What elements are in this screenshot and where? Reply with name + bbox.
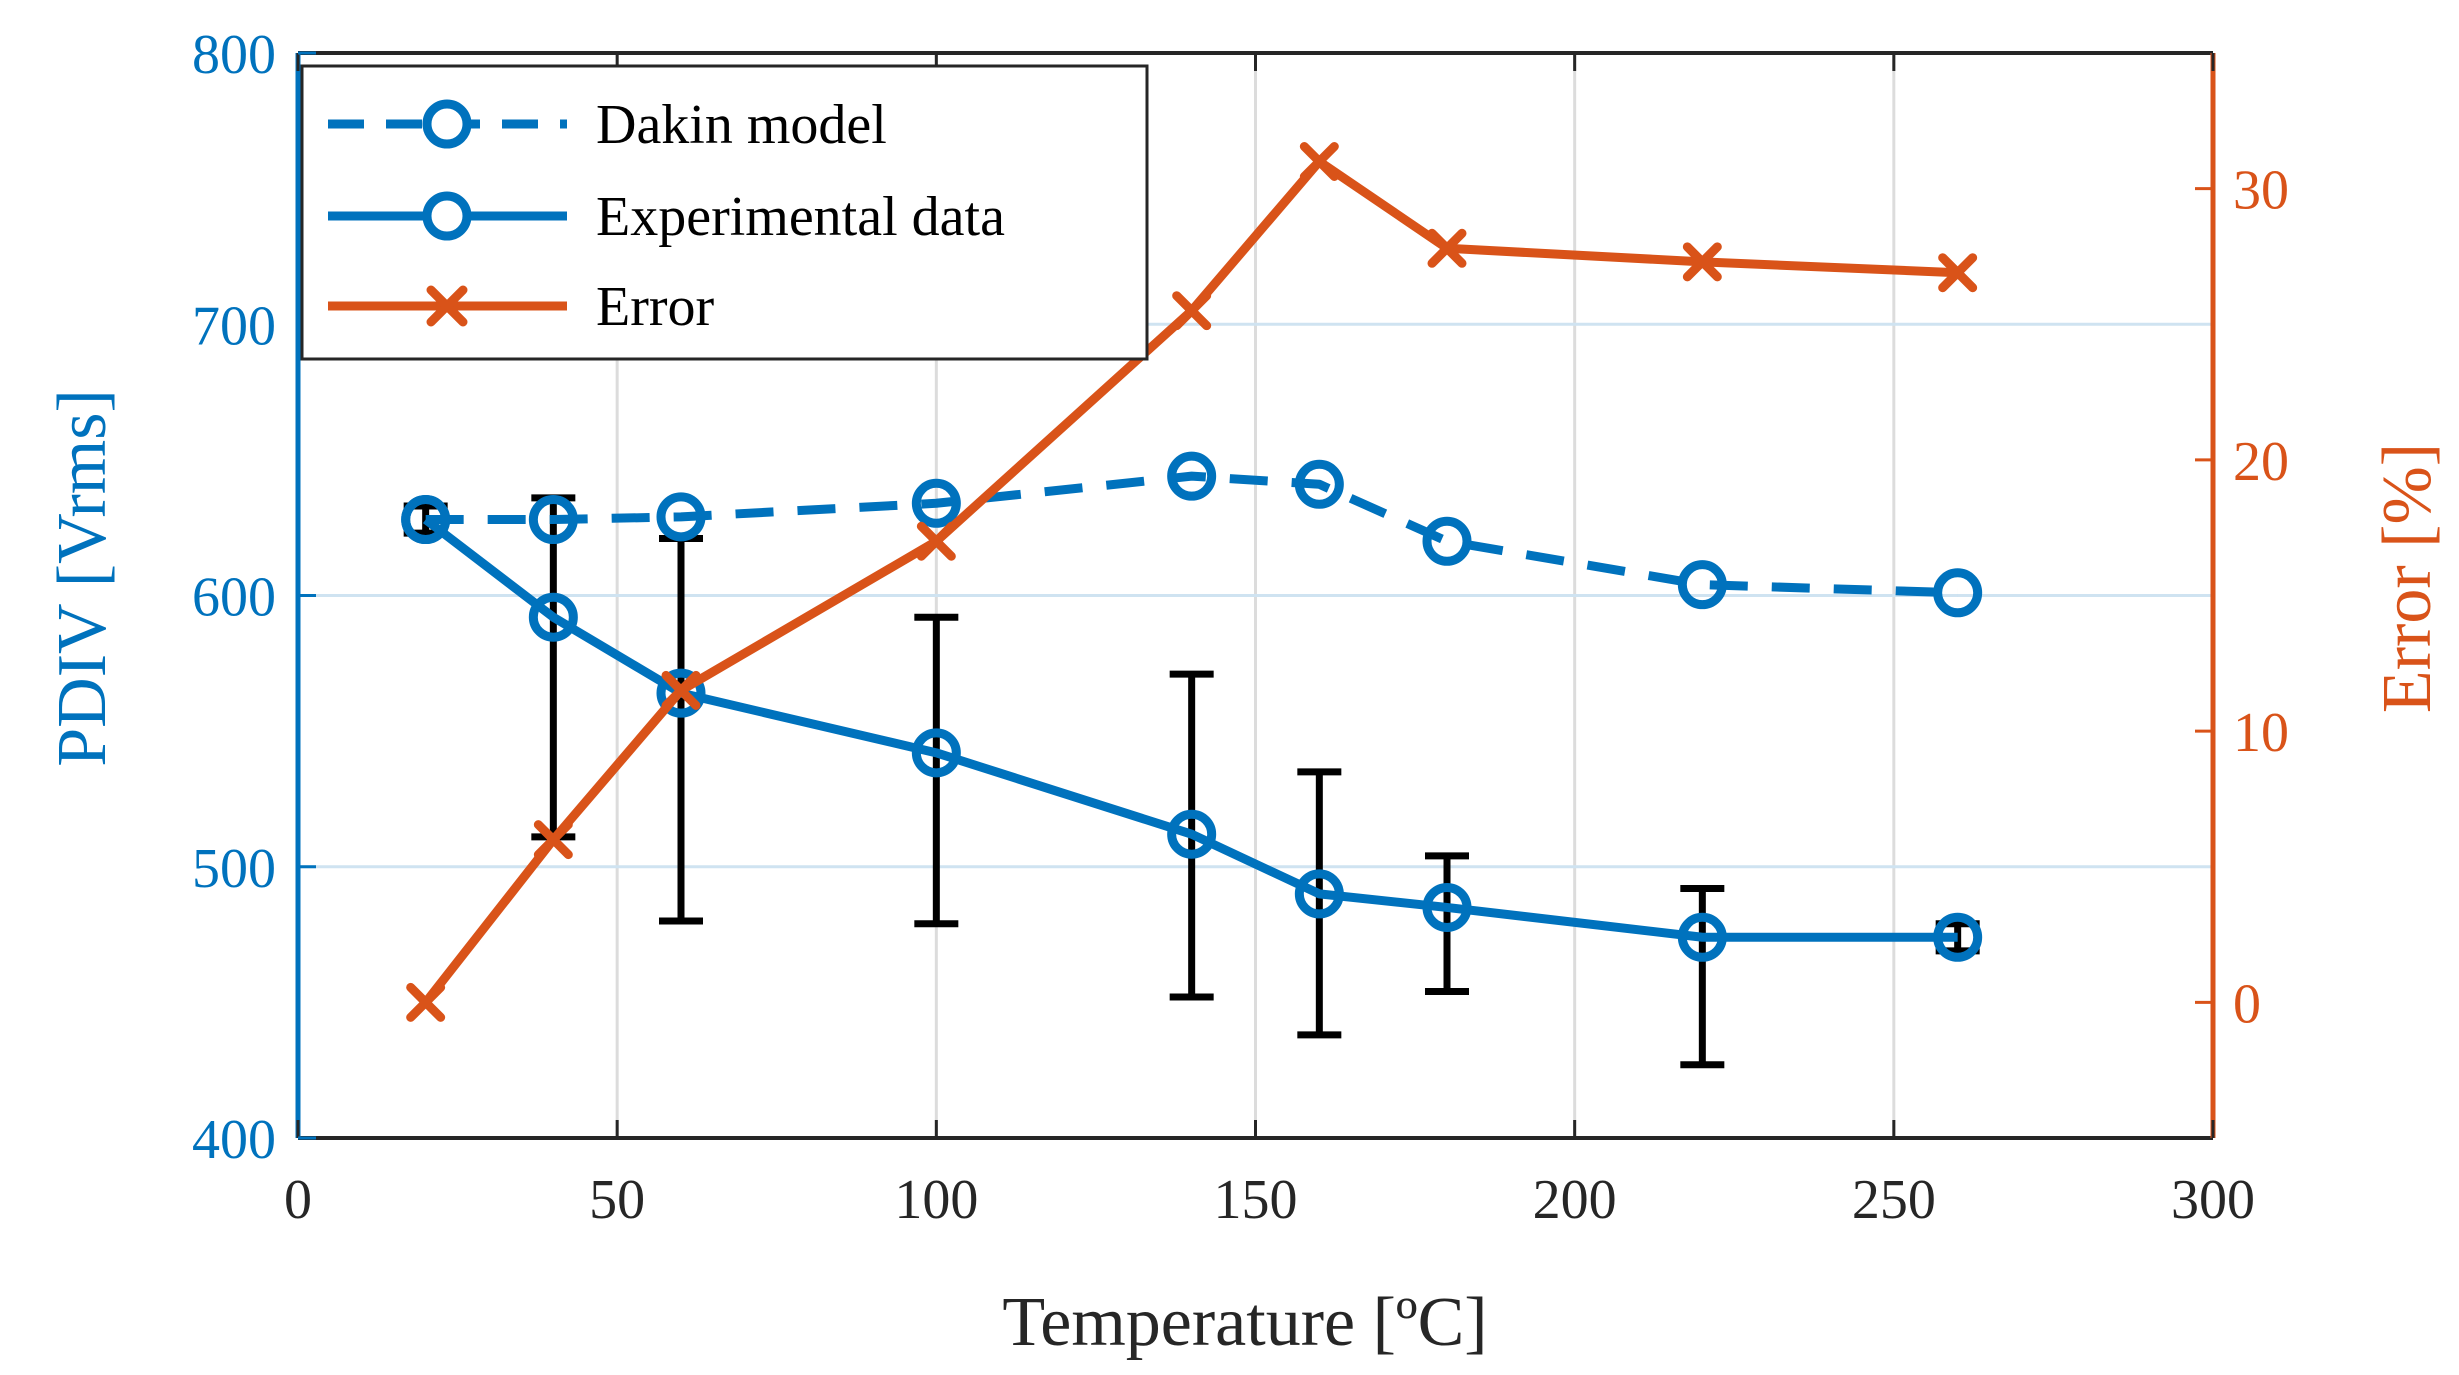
dakin-model-point xyxy=(528,495,578,545)
legend-error-label: Error xyxy=(596,276,715,338)
legend-experimental-label: Experimental data xyxy=(596,186,1005,248)
y-left-tick-label: 800 xyxy=(192,24,276,86)
x-tick-label: 150 xyxy=(1214,1169,1298,1231)
error-point xyxy=(533,820,573,860)
y-right-tick-label: 10 xyxy=(2233,702,2289,764)
x-tick-label: 300 xyxy=(2171,1169,2255,1231)
experimental-data-point xyxy=(1294,869,1344,919)
y-right-tick-label: 20 xyxy=(2233,431,2289,493)
y-right-tick-label: 30 xyxy=(2233,160,2289,222)
y-left-tick-label: 700 xyxy=(192,295,276,357)
error-point xyxy=(661,670,701,710)
dakin-model-point xyxy=(911,478,961,528)
legend: Dakin model Experimental data Error xyxy=(300,64,1149,361)
y-right-tick-label: 0 xyxy=(2233,973,2261,1035)
error-point xyxy=(1682,242,1722,282)
y-left-tick-label: 600 xyxy=(192,567,276,629)
experimental-data-point xyxy=(656,668,706,718)
axes xyxy=(295,51,2216,1140)
experimental-data-point xyxy=(528,592,578,642)
y-left-tick-label: 400 xyxy=(192,1109,276,1171)
series xyxy=(401,142,1983,1022)
y-left-tick-label: 500 xyxy=(192,838,276,900)
y-axis-right-label: Error [%] xyxy=(2369,443,2446,713)
experimental-data-point xyxy=(1167,809,1217,859)
tick-labels: 0 50 100 150 200 250 300 400 500 600 700 800 0 10 20 30 xyxy=(192,24,2289,1231)
experimental-data-point xyxy=(1422,882,1472,932)
legend-dakin-label: Dakin model xyxy=(596,94,887,156)
legend-dakin-marker xyxy=(422,99,472,149)
dakin-model-point xyxy=(1167,451,1217,501)
dakin-model-point xyxy=(656,492,706,542)
x-tick-label: 100 xyxy=(894,1169,978,1231)
error-point xyxy=(1427,228,1467,268)
y-axis-left-label: PDIV [Vrms] xyxy=(44,389,121,767)
dakin-model-point xyxy=(1422,516,1472,566)
dakin-model-point xyxy=(1294,459,1344,509)
dakin-model-point xyxy=(1933,568,1983,618)
legend-error-marker xyxy=(426,285,468,327)
experimental-data-point xyxy=(401,495,451,545)
error-point xyxy=(1938,253,1978,293)
x-tick-label: 200 xyxy=(1533,1169,1617,1231)
error-point xyxy=(1172,291,1212,331)
x-tick-label: 250 xyxy=(1852,1169,1936,1231)
experimental-data-point xyxy=(1677,912,1727,962)
error-point xyxy=(406,982,446,1022)
error-point xyxy=(1299,142,1339,181)
experimental-data-line xyxy=(422,515,1958,942)
legend-experimental-marker xyxy=(422,191,472,241)
x-tick-label: 50 xyxy=(589,1169,645,1231)
dakin-model-line xyxy=(425,471,1958,598)
error-point xyxy=(916,521,956,561)
experimental-data-point xyxy=(1933,912,1983,962)
experimental-data-point xyxy=(911,728,961,778)
dakin-model-point xyxy=(1677,560,1727,610)
x-tick-label: 0 xyxy=(284,1169,312,1231)
x-axis-label: Temperature [ºC] xyxy=(1002,1284,1487,1361)
